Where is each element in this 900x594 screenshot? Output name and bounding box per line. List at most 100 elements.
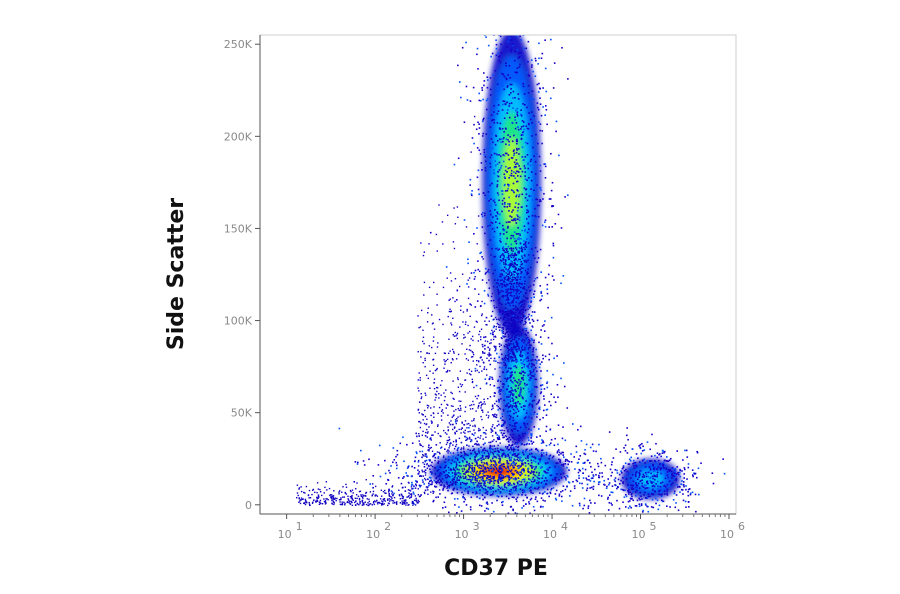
event-point bbox=[502, 249, 505, 252]
event-point bbox=[501, 479, 504, 482]
event-point bbox=[511, 338, 514, 341]
event-point bbox=[521, 355, 523, 357]
event-point bbox=[520, 246, 523, 248]
event-point bbox=[532, 146, 534, 149]
event-point bbox=[511, 393, 513, 395]
event-point bbox=[620, 488, 622, 491]
event-point bbox=[423, 463, 426, 465]
event-point bbox=[524, 267, 527, 270]
event-point bbox=[422, 455, 425, 457]
event-point bbox=[679, 471, 681, 474]
event-point bbox=[510, 324, 512, 327]
event-point bbox=[525, 518, 527, 520]
event-point bbox=[429, 459, 431, 461]
event-point bbox=[526, 448, 528, 451]
event-point bbox=[518, 193, 521, 196]
event-point bbox=[493, 427, 496, 429]
event-point bbox=[424, 471, 427, 474]
event-point bbox=[509, 452, 512, 454]
event-point bbox=[473, 468, 476, 470]
event-point bbox=[505, 138, 508, 141]
event-point bbox=[508, 476, 511, 479]
event-point bbox=[458, 471, 460, 474]
event-point bbox=[516, 289, 518, 291]
event-point bbox=[663, 485, 666, 487]
event-point bbox=[518, 282, 521, 284]
event-point bbox=[496, 83, 499, 86]
event-point bbox=[531, 405, 534, 407]
event-point bbox=[537, 142, 539, 145]
event-point bbox=[469, 424, 471, 427]
event-point bbox=[445, 458, 447, 460]
event-point bbox=[465, 226, 468, 228]
event-point bbox=[433, 387, 436, 390]
event-point bbox=[616, 469, 618, 472]
event-point bbox=[377, 464, 380, 466]
event-point bbox=[437, 481, 439, 483]
event-point bbox=[480, 213, 483, 216]
event-point bbox=[505, 426, 508, 429]
event-point bbox=[477, 121, 479, 124]
event-point bbox=[650, 455, 653, 458]
event-point bbox=[425, 394, 427, 396]
event-point bbox=[521, 338, 524, 341]
event-point bbox=[459, 383, 462, 385]
event-point bbox=[513, 345, 516, 347]
event-point bbox=[493, 439, 495, 441]
event-point bbox=[513, 425, 516, 427]
event-point bbox=[460, 96, 462, 99]
event-point bbox=[471, 381, 474, 384]
event-point bbox=[497, 282, 499, 285]
event-point bbox=[530, 344, 532, 347]
event-point bbox=[421, 471, 424, 473]
event-point bbox=[446, 433, 448, 435]
event-point bbox=[509, 376, 512, 379]
event-point bbox=[533, 280, 536, 282]
event-point bbox=[316, 500, 318, 502]
event-point bbox=[470, 193, 473, 195]
event-point bbox=[520, 268, 522, 270]
event-point bbox=[423, 465, 426, 468]
event-point bbox=[501, 12, 503, 14]
event-point bbox=[424, 409, 426, 412]
event-point bbox=[660, 482, 662, 484]
event-point bbox=[534, 160, 537, 163]
event-point bbox=[512, 247, 515, 250]
event-point bbox=[477, 483, 480, 485]
event-point bbox=[520, 464, 523, 467]
event-point bbox=[564, 439, 567, 442]
event-point bbox=[544, 500, 546, 502]
event-point bbox=[402, 496, 405, 498]
event-point bbox=[676, 486, 679, 488]
event-point bbox=[683, 467, 686, 469]
event-point bbox=[512, 286, 515, 289]
event-point bbox=[481, 370, 483, 372]
event-point bbox=[527, 348, 530, 350]
event-point bbox=[507, 322, 510, 324]
event-point bbox=[414, 504, 417, 506]
event-point bbox=[540, 343, 543, 345]
event-point bbox=[622, 481, 624, 483]
event-point bbox=[488, 287, 491, 290]
event-point bbox=[675, 502, 677, 504]
event-point bbox=[597, 462, 599, 465]
event-point bbox=[295, 496, 298, 499]
event-point bbox=[488, 355, 490, 357]
event-point bbox=[419, 426, 422, 429]
event-point bbox=[438, 489, 441, 491]
event-point bbox=[531, 97, 533, 100]
event-point bbox=[434, 486, 437, 488]
event-point bbox=[630, 477, 632, 479]
event-point bbox=[487, 481, 489, 484]
event-point bbox=[518, 394, 520, 396]
event-point bbox=[635, 471, 638, 473]
event-point bbox=[540, 482, 543, 484]
event-point bbox=[532, 326, 534, 328]
event-point bbox=[507, 477, 510, 479]
event-point bbox=[527, 367, 530, 370]
event-point bbox=[567, 78, 569, 80]
event-point bbox=[559, 461, 562, 464]
event-point bbox=[664, 475, 667, 477]
event-point bbox=[653, 485, 656, 488]
event-point bbox=[432, 455, 435, 457]
